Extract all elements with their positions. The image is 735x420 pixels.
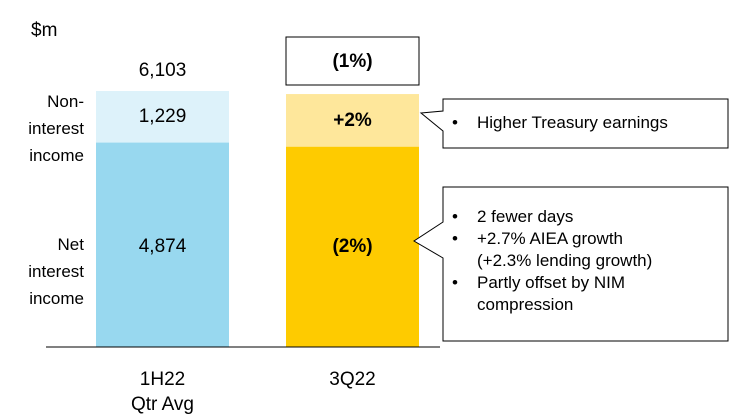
- bar-1h22-non-interest-income: [96, 91, 229, 143]
- data-label-1h22-non-interest: 1,229: [138, 106, 187, 127]
- row-label-non-interest-line-1: Non-: [47, 92, 84, 111]
- bar-3q22-net-interest-income: [286, 146, 419, 347]
- total-label-1h22: 6,103: [138, 60, 187, 81]
- row-label-non-interest-line-3: income: [29, 146, 84, 165]
- row-label-net-interest-line-3: income: [29, 289, 84, 308]
- callout-treasury: Higher Treasury earnings: [446, 112, 726, 134]
- total-change-box: [285, 36, 420, 86]
- data-label-3q22-non-interest: +2%: [333, 110, 372, 131]
- data-label-1h22-net-interest: 4,874: [138, 236, 187, 257]
- row-label-net-interest-line-1: Net: [57, 235, 84, 254]
- callout-treasury-item: Higher Treasury earnings: [446, 112, 726, 134]
- row-label-net-interest-line-2: interest: [28, 262, 84, 281]
- total-label-3q22: (1%): [332, 51, 373, 72]
- x-tick-label-3q22-line-1: 3Q22: [329, 369, 376, 390]
- unit-label: $m: [31, 20, 58, 41]
- data-label-3q22-net-interest: (2%): [332, 236, 373, 257]
- x-tick-label-3q22: 3Q22: [286, 367, 419, 392]
- x-tick-label-1h22-line-1: 1H22: [139, 369, 186, 390]
- row-label-net-interest-income: Net interest income: [0, 231, 84, 312]
- bar-1h22-net-interest-income: [96, 142, 229, 347]
- callout-nii-item-2: +2.7% AIEA growth (+2.3% lending growth): [446, 228, 726, 272]
- x-tick-label-1h22: 1H22 Qtr Avg: [96, 367, 229, 417]
- x-tick-label-1h22-line-2: Qtr Avg: [130, 394, 194, 415]
- row-label-non-interest-income: Non- interest income: [0, 88, 84, 169]
- callout-nii: 2 fewer days +2.7% AIEA growth (+2.3% le…: [446, 206, 726, 316]
- callout-nii-item-3: Partly offset by NIM compression: [446, 272, 726, 316]
- bar-3q22-non-interest-income: [286, 94, 419, 147]
- callout-nii-item-1: 2 fewer days: [446, 206, 726, 228]
- row-label-non-interest-line-2: interest: [28, 119, 84, 138]
